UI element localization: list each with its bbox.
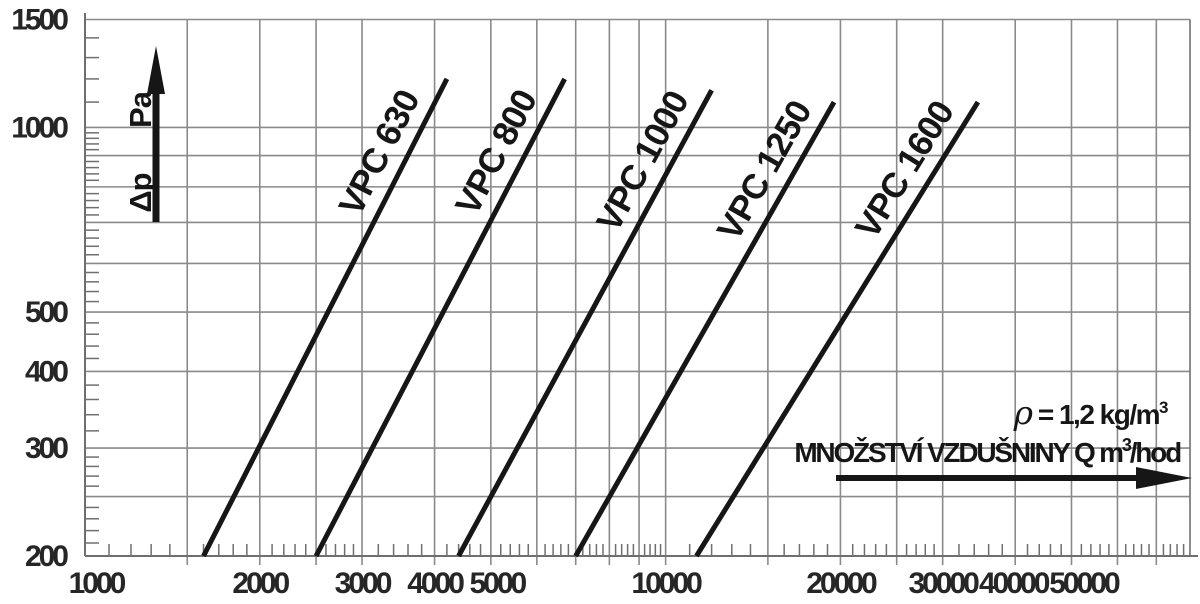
y-tick-label-400: 400 [25,355,68,388]
x-tick-label-3000: 3000 [335,567,392,600]
x-tick-label-10000: 10000 [631,567,702,600]
y-axis-title-label: Δp [123,173,158,212]
x-tick-label-30000: 30000 [908,567,979,600]
y-tick-label-300: 300 [25,432,68,465]
x-tick-label-20000: 20000 [806,567,877,600]
y-tick-label-1500: 1500 [11,4,68,37]
y-tick-label-200: 200 [25,540,68,573]
curve-line-vpc-1250 [573,100,837,558]
y-axis-unit-label: Pa [123,90,158,128]
curve-line-vpc-630 [201,77,450,558]
y-axis-arrow-head [147,46,165,94]
curve-line-vpc-1000 [456,89,714,558]
x-tick-label-5000: 5000 [469,567,526,600]
density-annotation: ρ = 1,2 kg/m3 [1013,393,1168,432]
x-tick-label-1000: 1000 [69,567,126,600]
x-tick-label-4000: 4000 [407,567,464,600]
curve-line-vpc-800 [313,77,567,558]
x-tick-label-2000: 2000 [232,567,289,600]
x-tick-label-40000: 40000 [979,567,1050,600]
x-axis-arrow-head [1136,467,1192,489]
x-tick-label-50000: 50000 [1049,567,1120,600]
x-axis-title: MNOŽSTVÍ VZDUŠNINY Q m3/hod [794,435,1181,468]
y-tick-label-1000: 1000 [11,111,68,144]
y-tick-label-500: 500 [25,296,68,329]
curve-line-vpc-1600 [694,100,981,558]
